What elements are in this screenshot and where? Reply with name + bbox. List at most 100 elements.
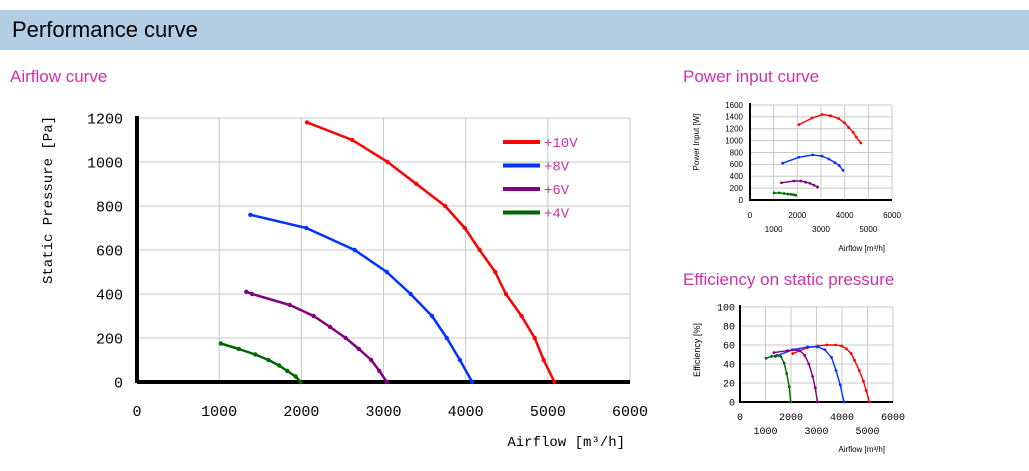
power-data-point bbox=[829, 114, 832, 118]
efficiency-data-point bbox=[834, 369, 838, 373]
power-data-point bbox=[786, 192, 790, 196]
power-y-tick-label: 1600 bbox=[725, 101, 743, 110]
efficiency-data-point bbox=[772, 351, 776, 354]
power-data-point bbox=[797, 155, 801, 159]
airflow-data-point bbox=[444, 335, 449, 341]
efficiency-data-point bbox=[787, 385, 791, 389]
power-data-point bbox=[827, 157, 831, 161]
efficiency-data-point bbox=[823, 348, 827, 352]
airflow-x-tick-label: 6000 bbox=[612, 404, 648, 421]
airflow-y-tick-label: 0 bbox=[114, 375, 123, 392]
legend-label: +10V bbox=[544, 136, 578, 152]
efficiency-data-point bbox=[764, 356, 768, 360]
power-data-point bbox=[792, 179, 796, 183]
airflow-data-point bbox=[253, 352, 258, 357]
airflow-data-point bbox=[236, 346, 242, 352]
airflow-x-tick-label: 5000 bbox=[530, 404, 566, 421]
power-data-point bbox=[794, 193, 798, 197]
efficiency-x-tick-label: 1000 bbox=[753, 427, 777, 438]
efficiency-x-tick-label: 3000 bbox=[804, 427, 828, 438]
airflow-y-tick-label: 800 bbox=[96, 199, 123, 216]
power-y-tick-label: 1000 bbox=[725, 136, 743, 145]
power-data-point bbox=[812, 183, 816, 187]
efficiency-data-point bbox=[789, 400, 793, 404]
power-x-tick-label: 3000 bbox=[812, 225, 830, 234]
power-data-point bbox=[820, 154, 824, 158]
efficiency-x-tick-label: 6000 bbox=[881, 413, 905, 424]
efficiency-data-point bbox=[868, 400, 871, 404]
airflow-data-point bbox=[350, 137, 355, 143]
power-input-title: Power input curve bbox=[683, 67, 820, 86]
power-y-tick-label: 200 bbox=[730, 184, 744, 193]
airflow-data-point bbox=[276, 363, 282, 368]
airflow-data-point bbox=[384, 379, 389, 385]
efficiency-data-point bbox=[807, 362, 811, 366]
efficiency-data-point bbox=[844, 347, 848, 351]
power-data-point bbox=[777, 191, 781, 195]
power-x-axis-label: Airflow [m³/h] bbox=[838, 244, 885, 253]
power-series-line-0 bbox=[798, 113, 862, 144]
airflow-data-point bbox=[304, 225, 309, 231]
airflow-data-point bbox=[519, 313, 524, 319]
power-data-point bbox=[841, 168, 845, 172]
airflow-series-line-0 bbox=[306, 121, 556, 383]
airflow-x-tick-label: 0 bbox=[132, 404, 141, 421]
efficiency-data-point bbox=[785, 372, 789, 375]
airflow-y-tick-label: 600 bbox=[96, 243, 123, 260]
airflow-data-point bbox=[244, 289, 249, 294]
airflow-series-line-2 bbox=[245, 290, 388, 383]
airflow-curve-title: Airflow curve bbox=[10, 67, 108, 86]
airflow-data-point bbox=[304, 120, 310, 125]
power-x-tick-label: 6000 bbox=[883, 211, 901, 220]
power-y-axis-label: Power Input [W] bbox=[692, 114, 701, 171]
efficiency-data-point bbox=[793, 348, 797, 352]
efficiency-data-point bbox=[770, 355, 774, 358]
efficiency-data-point bbox=[786, 349, 789, 353]
power-x-tick-label: 0 bbox=[748, 211, 753, 220]
power-data-point bbox=[791, 193, 795, 197]
efficiency-series-line-3 bbox=[765, 354, 792, 403]
efficiency-data-point bbox=[849, 352, 853, 355]
efficiency-x-tick-label: 0 bbox=[737, 413, 743, 424]
power-data-point bbox=[859, 141, 863, 145]
airflow-data-point bbox=[493, 269, 498, 275]
power-data-point bbox=[851, 130, 855, 134]
efficiency-y-tick-label: 20 bbox=[723, 380, 735, 391]
airflow-data-point bbox=[408, 291, 413, 297]
efficiency-data-point bbox=[842, 400, 846, 404]
airflow-x-tick-label: 3000 bbox=[365, 404, 401, 421]
efficiency-data-point bbox=[853, 358, 856, 362]
power-x-tick-label: 2000 bbox=[788, 211, 806, 220]
efficiency-y-tick-label: 100 bbox=[717, 304, 735, 315]
power-data-point bbox=[789, 192, 793, 196]
efficiency-y-tick-label: 80 bbox=[723, 323, 735, 334]
power-data-point bbox=[797, 123, 801, 126]
airflow-data-point bbox=[385, 159, 390, 165]
power-y-tick-label: 1400 bbox=[725, 113, 743, 122]
airflow-data-point bbox=[457, 357, 463, 363]
airflow-data-point bbox=[503, 291, 509, 297]
efficiency-data-point bbox=[816, 345, 819, 349]
power-data-point bbox=[810, 116, 814, 120]
power-data-point bbox=[799, 179, 803, 183]
efficiency-data-point bbox=[830, 355, 833, 359]
power-x-tick-label: 5000 bbox=[859, 225, 877, 234]
power-y-tick-label: 0 bbox=[739, 196, 744, 205]
airflow-data-point bbox=[384, 269, 389, 275]
efficiency-data-point bbox=[834, 343, 838, 347]
efficiency-data-point bbox=[816, 400, 819, 404]
airflow-data-point bbox=[470, 379, 475, 385]
airflow-data-point bbox=[377, 368, 382, 374]
airflow-y-tick-label: 400 bbox=[96, 287, 123, 304]
airflow-data-point bbox=[248, 212, 253, 217]
efficiency-x-tick-label: 4000 bbox=[830, 413, 854, 424]
power-data-point bbox=[833, 161, 837, 164]
airflow-y-tick-label: 1000 bbox=[87, 155, 123, 172]
power-y-tick-label: 1200 bbox=[725, 125, 743, 134]
power-x-tick-label: 4000 bbox=[836, 211, 854, 220]
airflow-data-point bbox=[298, 379, 303, 385]
efficiency-data-point bbox=[811, 374, 815, 378]
efficiency-data-point bbox=[864, 389, 868, 392]
legend-label: +6V bbox=[544, 183, 570, 199]
